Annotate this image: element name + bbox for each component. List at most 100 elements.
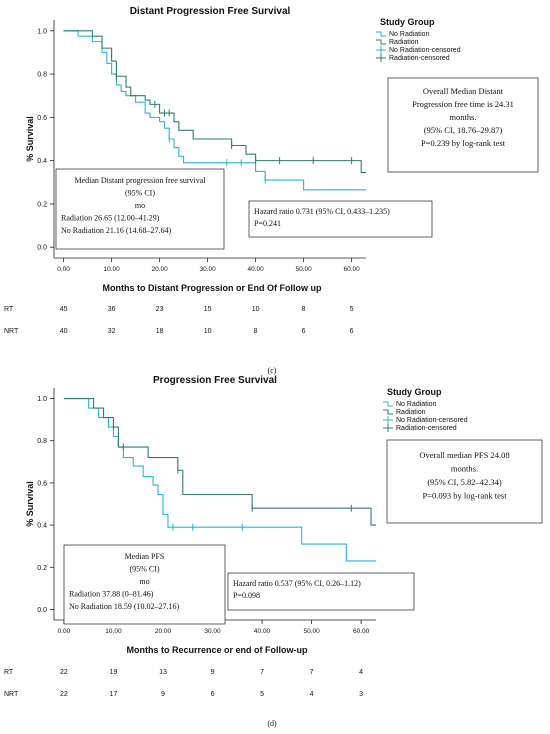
legend-item: No Radiation-censored [396, 417, 468, 424]
x-tick-label: 20.00 [155, 628, 172, 635]
legend-swatch-line [383, 409, 393, 415]
x-tick-label: 0.00 [58, 628, 71, 635]
legend-swatch-line [376, 31, 386, 37]
median-survival-box [63, 544, 226, 625]
risk-row-label: NRT [4, 328, 19, 335]
median-survival-text: No Radiation 18.59 (10.02–27.16) [69, 602, 180, 611]
hazard-ratio-text: Hazard ratio 0.537 (95% CI, 0.26–1.12) [233, 579, 361, 588]
hazard-ratio-text: P=0.098 [233, 591, 260, 600]
overall-median-text: Overall median PFS 24.08 [419, 450, 509, 460]
risk-value: 19 [110, 669, 118, 676]
y-tick-label: 0.8 [37, 438, 47, 445]
median-survival-text: (95% CI) [125, 189, 155, 198]
series-line-radiation [63, 30, 366, 174]
x-tick-label: 60.00 [353, 628, 370, 635]
x-tick-label: 40.00 [247, 266, 264, 273]
median-survival-text: Median Distant progression free survival [74, 176, 206, 185]
hazard-ratio-box [227, 572, 415, 611]
panel-label: (c) [268, 366, 277, 375]
legend-swatch-line [376, 39, 386, 45]
risk-value: 17 [110, 691, 118, 698]
risk-value: 7 [260, 669, 264, 676]
y-tick-label: 1.0 [37, 28, 47, 35]
y-axis-label: % Survival [25, 116, 35, 162]
legend-item: No Radiation [389, 31, 430, 38]
x-tick-label: 10.00 [105, 628, 122, 635]
risk-value: 18 [156, 328, 164, 335]
x-axis-label: Months to Recurrence or end of Follow-up [127, 645, 309, 655]
series-line-radiation [63, 397, 376, 526]
median-survival-box [55, 168, 225, 250]
legend-item: Radiation [396, 409, 426, 416]
y-tick-label: 0.0 [37, 607, 47, 614]
risk-value: 22 [60, 669, 68, 676]
overall-median-text: (95% CI, 5.82–42.34) [427, 477, 502, 487]
x-tick-label: 30.00 [199, 266, 216, 273]
overall-median-text: Progression free time is 24.31 [412, 99, 514, 109]
overall-median-text: P=0.093 by log-rank test [422, 491, 507, 501]
risk-value: 3 [359, 691, 363, 698]
risk-value: 15 [204, 306, 212, 313]
risk-value: 6 [350, 328, 354, 335]
median-survival-text: Radiation 37.88 (0–81.46) [69, 590, 154, 599]
median-survival-text: (95% CI) [130, 565, 160, 574]
median-survival-text: No Radiation 21.16 (14.68–27.64) [61, 226, 172, 235]
risk-value: 7 [310, 669, 314, 676]
y-axis-label: % Survival [25, 481, 35, 527]
risk-value: 6 [302, 328, 306, 335]
hazard-ratio-text: Hazard ratio 0.731 (95% CI, 0.433–1.235) [254, 207, 390, 216]
x-tick-label: 10.00 [103, 266, 120, 273]
overall-median-text: Overall Median Distant [423, 86, 504, 96]
x-tick-label: 0.00 [57, 266, 70, 273]
risk-value: 32 [108, 328, 116, 335]
legend-title: Study Group [380, 17, 435, 27]
panel-label: (d) [267, 719, 277, 728]
y-tick-label: 1.0 [37, 396, 47, 403]
hazard-ratio-text: P=0.241 [254, 219, 281, 228]
risk-value: 23 [156, 306, 164, 313]
overall-median-text: (95% CI, 18.76–29.87) [424, 125, 503, 135]
legend-item: Radiation [389, 39, 419, 46]
x-tick-label: 40.00 [254, 628, 271, 635]
x-tick-label: 50.00 [295, 266, 312, 273]
risk-value: 36 [108, 306, 116, 313]
y-tick-label: 0.2 [37, 201, 47, 208]
legend-title: Study Group [387, 387, 442, 397]
risk-value: 10 [204, 328, 212, 335]
overall-median-text: months. [449, 112, 476, 122]
risk-value: 40 [60, 328, 68, 335]
y-tick-label: 0.6 [37, 115, 47, 122]
legend-swatch-line [383, 401, 393, 407]
legend-item: Radiation-censored [389, 55, 450, 62]
x-tick-label: 20.00 [151, 266, 168, 273]
y-tick-label: 0.8 [37, 72, 47, 79]
chart-panel-1: Distant Progression Free Survival 0.0 0.2 0… [4, 6, 539, 375]
risk-value: 5 [350, 306, 354, 313]
x-tick-label: 30.00 [204, 628, 221, 635]
legend-item: No Radiation-censored [389, 47, 461, 54]
median-survival-text: Radiation 26.65 (12.00–41.29) [61, 214, 160, 223]
x-axis-label: Months to Distant Progression or End Of … [103, 283, 322, 293]
risk-value: 9 [161, 691, 165, 698]
x-tick-label: 50.00 [303, 628, 320, 635]
y-tick-label: 0.2 [37, 565, 47, 572]
y-tick-label: 0.4 [37, 158, 47, 165]
chart-panel-2: Progression Free Survival 0.0 0.2 0.4 0.6 0.8… [4, 375, 543, 728]
y-tick-label: 0.4 [37, 523, 47, 530]
y-tick-label: 0.6 [37, 480, 47, 487]
risk-value: 4 [359, 669, 363, 676]
risk-row-label: RT [4, 669, 14, 676]
x-tick-label: 60.00 [343, 266, 360, 273]
chart-title: Distant Progression Free Survival [130, 6, 291, 17]
hazard-ratio-box [248, 200, 433, 238]
legend-item: Radiation-censored [396, 425, 457, 432]
risk-value: 8 [254, 328, 258, 335]
risk-value: 13 [159, 669, 167, 676]
risk-value: 45 [60, 306, 68, 313]
risk-row-label: NRT [4, 691, 19, 698]
risk-value: 4 [310, 691, 314, 698]
series-line-no-radiation [63, 397, 376, 562]
chart-title: Progression Free Survival [153, 375, 277, 386]
risk-value: 5 [260, 691, 264, 698]
